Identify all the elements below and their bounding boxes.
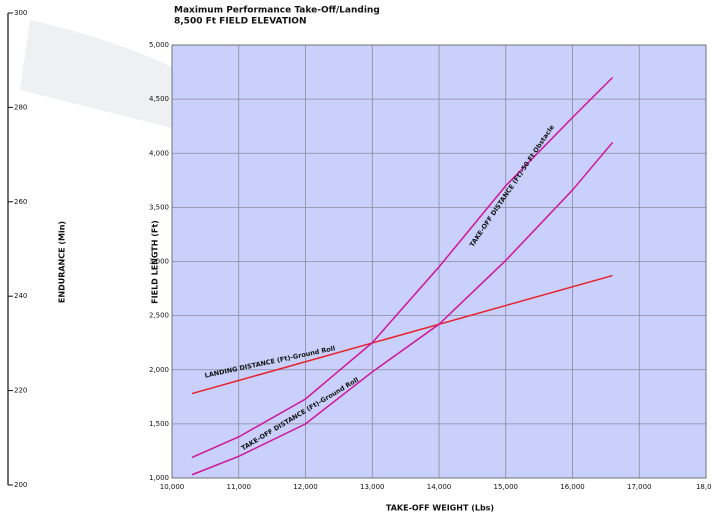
x-tick-label: 10,000 — [160, 483, 185, 491]
plot-frame — [171, 44, 707, 479]
series-line — [191, 76, 614, 459]
x-tick-label: 17,000 — [627, 483, 652, 491]
x-tick-label: 16,000 — [560, 483, 585, 491]
x-axis-title: TAKE-OFF WEIGHT (Lbs) — [386, 504, 494, 513]
y-tick-label: 2,000 — [149, 366, 169, 374]
x-tick-label: 15,000 — [494, 483, 519, 491]
x-tick-label: 13,000 — [360, 483, 385, 491]
chart-title: Maximum Performance Take-Off/Landing — [174, 6, 380, 16]
y-tick-label: 3,500 — [149, 203, 169, 211]
y-axis-title: FIELD LENGTH (Ft) — [151, 220, 160, 304]
chart-subtitle: 8,500 Ft FIELD ELEVATION — [174, 17, 307, 27]
y-tick-label: 5,000 — [149, 41, 169, 49]
y-tick-label: 1,000 — [149, 474, 169, 482]
y-tick-label: 280 — [14, 103, 27, 111]
y-tick-label: 1,500 — [149, 420, 169, 428]
x-tick-label: 14,000 — [427, 483, 452, 491]
aircraft-image — [20, 20, 200, 130]
series-line — [191, 274, 613, 395]
y-tick-label: 260 — [14, 198, 27, 206]
x-tick-label: 18,00 — [696, 483, 712, 491]
endurance-axis-title: ENDURANCE (Min) — [58, 221, 67, 303]
y-tick-label: 3,000 — [149, 258, 169, 266]
y-tick-label: 4,000 — [149, 149, 169, 157]
series-line — [191, 141, 614, 476]
y-tick-label: 300 — [14, 9, 27, 17]
y-tick-label: 2,500 — [149, 312, 169, 320]
y-tick-label: 200 — [14, 481, 27, 489]
y-tick-label: 220 — [14, 387, 27, 395]
y-tick-label: 240 — [14, 292, 27, 300]
y-tick-label: 4,500 — [149, 95, 169, 103]
x-tick-label: 11,000 — [227, 483, 252, 491]
x-tick-label: 12,000 — [293, 483, 318, 491]
